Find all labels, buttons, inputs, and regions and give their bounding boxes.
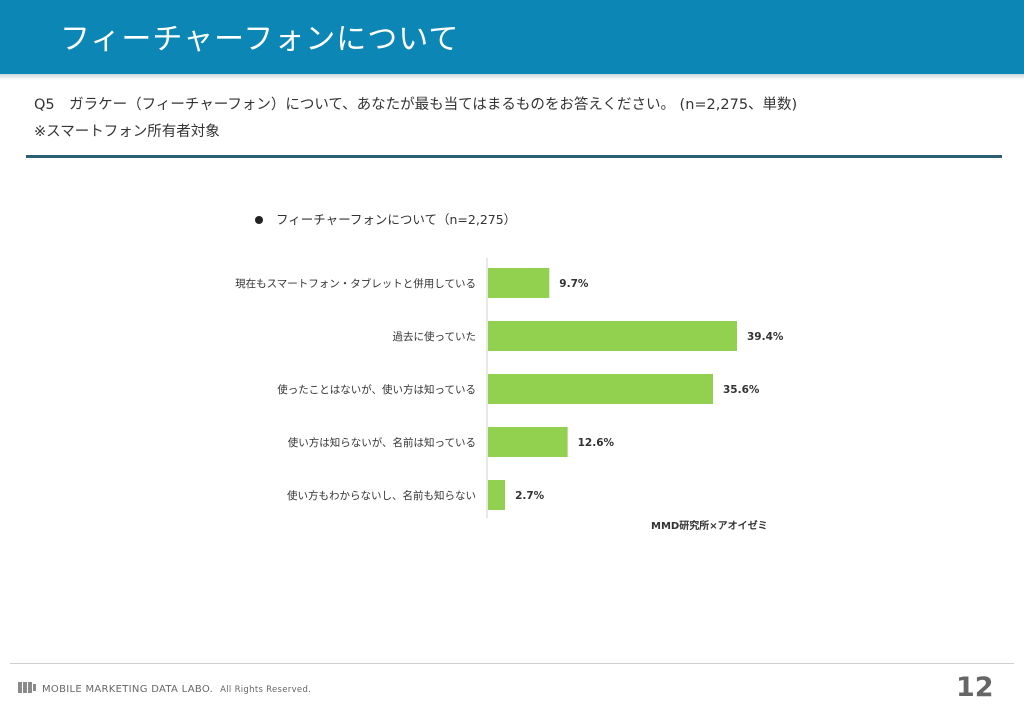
title-bar: フィーチャーフォンについて xyxy=(0,0,1024,74)
header-divider xyxy=(26,155,1002,158)
page-title: フィーチャーフォンについて xyxy=(60,22,460,57)
question-text: Q5 ガラケー（フィーチャーフォン）について、あなたが最も当てはまるものをお答え… xyxy=(34,97,798,113)
footer-copyright: MOBILE MARKETING DATA LABO. All Rights R… xyxy=(42,684,311,695)
bar xyxy=(488,321,737,351)
title-shadow xyxy=(0,74,1024,80)
bullet-icon xyxy=(255,215,263,224)
category-label: 使い方もわからないし、名前も知らない xyxy=(287,489,476,502)
footer-divider xyxy=(10,663,1014,664)
page-number: 12 xyxy=(956,672,994,703)
mmd-logo-icon xyxy=(18,682,36,693)
data-label: 39.4% xyxy=(747,331,784,343)
bar xyxy=(488,480,506,510)
data-label: 35.6% xyxy=(723,384,760,396)
bar xyxy=(488,268,550,298)
chart-title: フィーチャーフォンについて（n=2,275） xyxy=(276,212,517,227)
data-label: 2.7% xyxy=(515,490,545,502)
data-label: 9.7% xyxy=(559,278,589,290)
chart-source: MMD研究所×アオイゼミ xyxy=(651,521,768,532)
footer-rights: All Rights Reserved. xyxy=(220,685,312,695)
question-target: ※スマートフォン所有者対象 xyxy=(34,124,220,140)
footer-org: MOBILE MARKETING DATA LABO. xyxy=(42,684,214,695)
category-label: 使ったことはないが、使い方は知っている xyxy=(277,383,476,396)
bar xyxy=(488,374,713,404)
category-label: 現在もスマートフォン・タブレットと併用している xyxy=(235,277,476,290)
data-label: 12.6% xyxy=(578,437,615,449)
chart-title-row: フィーチャーフォンについて（n=2,275） xyxy=(255,209,516,228)
bar xyxy=(488,427,568,457)
category-label: 使い方は知らないが、名前は知っている xyxy=(288,436,476,449)
category-label: 過去に使っていた xyxy=(393,330,476,343)
